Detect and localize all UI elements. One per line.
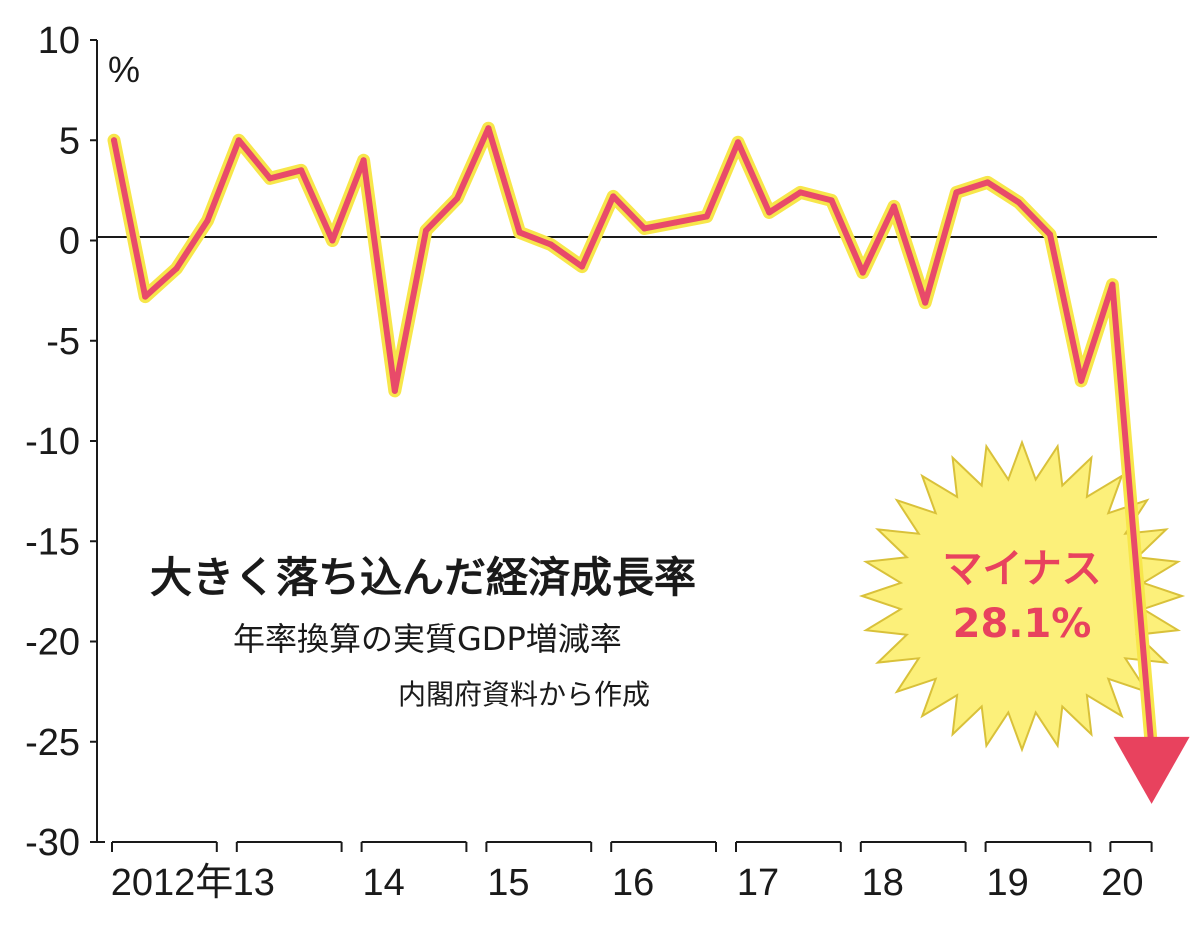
data-point (891, 203, 897, 210)
data-point (797, 189, 804, 196)
x-tick-label: 13 (233, 862, 275, 904)
series-layer (107, 121, 1190, 804)
data-point (454, 195, 461, 202)
data-point (828, 197, 835, 204)
data-point (703, 213, 710, 220)
x-tick-label: 2012年 (111, 862, 234, 904)
data-point (1047, 231, 1053, 238)
down-arrow-icon (1113, 736, 1190, 804)
data-point (1109, 281, 1116, 288)
y-unit-label: % (108, 49, 140, 90)
x-tick-label: 15 (487, 862, 529, 904)
data-point (423, 227, 429, 234)
y-tick-label: 0 (59, 221, 80, 263)
y-tick-label: -30 (25, 822, 80, 864)
data-point (984, 179, 991, 186)
data-point (672, 219, 679, 226)
x-tick-label: 20 (1101, 862, 1143, 904)
x-tick-label: 17 (737, 862, 779, 904)
y-tick-label: 10 (38, 20, 80, 62)
y-tick-label: -5 (46, 321, 80, 363)
x-tick-label: 14 (362, 862, 404, 904)
data-point (173, 265, 180, 272)
data-point (235, 137, 242, 144)
data-point (735, 139, 741, 146)
data-point (547, 241, 554, 248)
chart-title: 大きく落ち込んだ経済成長率 (150, 553, 696, 602)
data-point (641, 225, 648, 232)
series-line (111, 125, 1155, 752)
data-point (766, 209, 773, 216)
series-points (111, 125, 1116, 394)
data-point (298, 167, 305, 174)
data-point (204, 217, 211, 224)
x-ticks: 2012年 13 14 15 16 17 18 19 20 (111, 841, 1153, 904)
x-tick-label: 18 (862, 862, 904, 904)
data-point (610, 193, 617, 200)
data-point (579, 263, 585, 270)
y-tick-label: -10 (25, 421, 80, 463)
y-tick-label: 5 (59, 120, 80, 162)
data-point (111, 137, 117, 144)
x-tick-label: 19 (986, 862, 1028, 904)
data-point (953, 189, 960, 196)
data-point (360, 157, 367, 164)
x-tick-label: 16 (612, 862, 654, 904)
callout-label: マイナス (942, 546, 1101, 592)
data-point (516, 229, 523, 236)
y-tick-label: -15 (25, 521, 80, 563)
data-point (485, 125, 492, 132)
data-point (142, 293, 149, 300)
data-point (859, 269, 866, 276)
data-point (922, 299, 929, 306)
chart-subtitle: 年率換算の実質GDP増減率 (233, 620, 622, 658)
data-point (329, 237, 336, 244)
callout-value: 28.1% (953, 601, 1092, 647)
data-point (1078, 377, 1085, 384)
data-point (1015, 199, 1022, 206)
chart-source: 内閣府資料から作成 (398, 678, 650, 711)
data-point (391, 387, 398, 394)
y-tick-label: -20 (25, 622, 80, 664)
y-ticks: 10 5 0 -5 -10 -15 -20 -25 -30 (25, 20, 97, 864)
y-tick-label: -25 (25, 722, 80, 764)
data-point (267, 175, 273, 182)
